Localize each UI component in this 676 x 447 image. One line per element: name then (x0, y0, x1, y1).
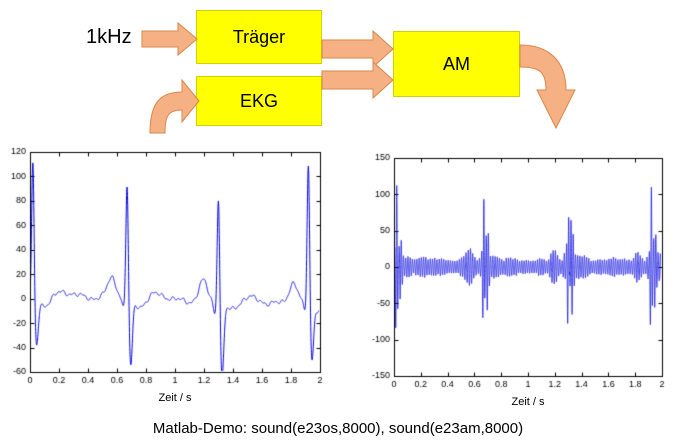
box-ekg: EKG (196, 76, 322, 126)
arrow-curved-into-ekg-icon (149, 78, 200, 134)
matlab-demo-caption: Matlab-Demo: sound(e23os,8000), sound(e2… (152, 420, 524, 437)
box-traeger: Träger (196, 10, 322, 64)
ekg-plot: Zeit / s (4, 146, 326, 412)
arrow-1khz-to-traeger-icon (141, 21, 198, 57)
am-xlabel: Zeit / s (511, 396, 545, 408)
arrow-layer (141, 21, 576, 134)
arrow-curved-out-of-am-icon (519, 44, 576, 130)
am-plot: Zeit / s (366, 150, 672, 416)
arrow-traeger-to-am-icon (321, 29, 394, 69)
ekg-plot-canvas (4, 146, 326, 392)
am-plot-canvas (366, 150, 672, 396)
box-am: AM (393, 31, 520, 97)
box-ekg-label: EKG (239, 90, 278, 111)
input-frequency-label: 1kHz (86, 26, 132, 48)
ekg-xlabel: Zeit / s (158, 392, 192, 404)
arrow-ekg-to-am-icon (321, 60, 394, 100)
box-am-label: AM (443, 53, 470, 74)
box-traeger-label: Träger (232, 26, 286, 47)
